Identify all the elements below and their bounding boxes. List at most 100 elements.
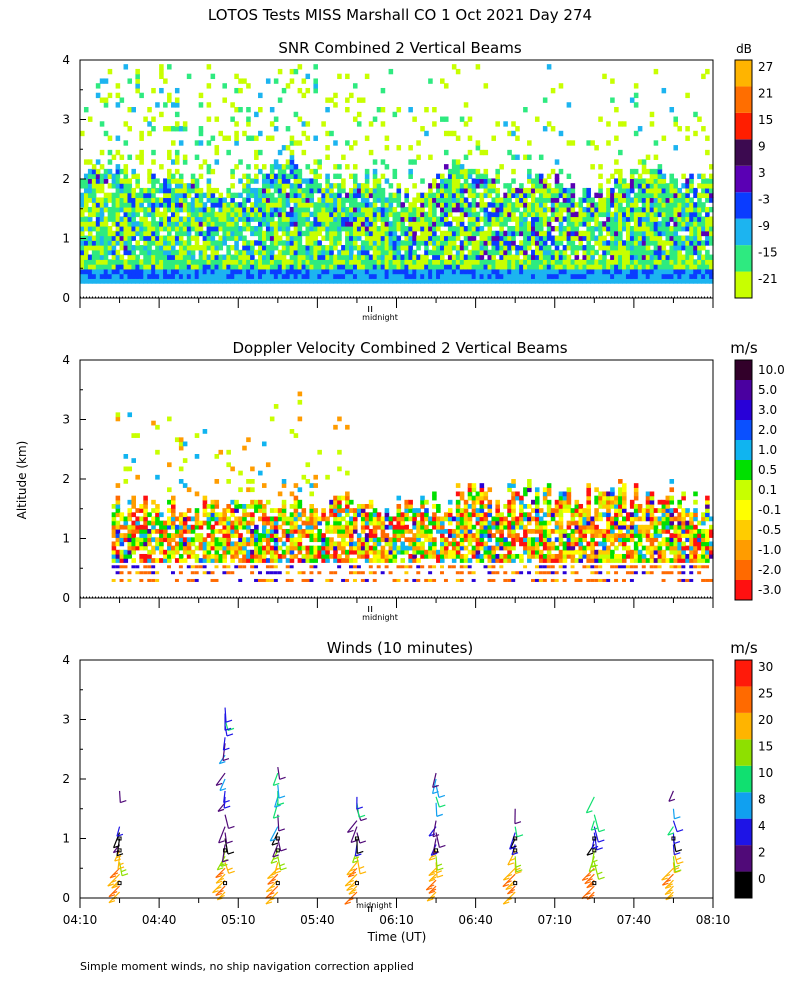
snr-cell — [455, 197, 461, 203]
snr-cell — [550, 192, 556, 199]
snr-cell — [507, 206, 512, 213]
doppler-cell — [222, 565, 227, 569]
doppler-cell — [119, 565, 124, 569]
snr-cell — [167, 249, 172, 256]
doppler-cell — [404, 565, 409, 569]
snr-cell — [471, 259, 477, 265]
snr-cell — [289, 173, 295, 180]
snr-cell — [364, 254, 370, 260]
snr-cell — [475, 249, 481, 256]
doppler-cell — [206, 571, 211, 575]
snr-cell — [250, 202, 255, 208]
snr-cell — [321, 264, 326, 270]
snr-cell — [637, 264, 643, 270]
doppler-cell — [416, 545, 421, 551]
snr-cell — [285, 245, 291, 251]
doppler-cell — [313, 565, 318, 569]
snr-cell — [147, 121, 152, 127]
snr-cell — [534, 264, 540, 270]
snr-cell — [459, 192, 465, 199]
snr-cell — [107, 230, 113, 237]
snr-cell — [677, 187, 682, 194]
snr-cell — [637, 254, 643, 260]
snr-cell — [265, 173, 271, 180]
doppler-cell — [127, 512, 133, 518]
doppler-cell — [325, 545, 330, 551]
doppler-cell — [111, 503, 117, 509]
doppler-cell — [428, 565, 433, 569]
snr-cell — [151, 230, 156, 237]
snr-cell — [368, 149, 374, 156]
snr-cell — [269, 183, 275, 189]
snr-cell — [99, 259, 105, 265]
snr-cell — [681, 173, 686, 180]
snr-cell — [167, 92, 172, 99]
snr-cell — [210, 216, 216, 222]
snr-cell — [614, 216, 619, 222]
snr-cell — [360, 183, 366, 189]
colorbar-tick-label: 3 — [758, 166, 766, 180]
doppler-cell — [483, 520, 489, 526]
snr-cell — [345, 235, 350, 241]
doppler-cell — [352, 516, 358, 522]
doppler-cell — [467, 528, 473, 534]
doppler-cell — [210, 499, 216, 505]
snr-cell — [495, 173, 500, 180]
doppler-cell — [349, 533, 354, 538]
snr-cell — [463, 202, 469, 208]
snr-cell — [115, 102, 121, 108]
snr-cell — [111, 197, 117, 203]
snr-cell — [273, 202, 279, 208]
snr-cell — [412, 230, 417, 237]
snr-cell — [542, 240, 548, 246]
snr-cell — [578, 197, 584, 203]
doppler-cell — [238, 565, 243, 569]
doppler-cell — [380, 520, 386, 526]
snr-cell — [115, 135, 121, 141]
doppler-cell — [143, 528, 148, 534]
snr-cell — [574, 278, 580, 284]
snr-cell — [222, 226, 227, 232]
snr-cell — [610, 192, 615, 199]
doppler-cell — [163, 528, 168, 534]
doppler-cell — [111, 578, 116, 582]
snr-cell — [91, 254, 97, 260]
snr-cell — [285, 268, 291, 275]
snr-cell — [159, 235, 164, 241]
snr-cell — [614, 211, 619, 218]
snr-cell — [665, 235, 671, 241]
snr-cell — [305, 226, 311, 232]
doppler-cell — [159, 549, 164, 555]
snr-cell — [384, 226, 390, 232]
snr-cell — [289, 164, 295, 170]
snr-cell — [273, 264, 279, 270]
snr-cell — [475, 64, 481, 70]
doppler-cell — [285, 537, 291, 543]
doppler-cell — [313, 549, 318, 555]
snr-cell — [293, 140, 299, 146]
doppler-cell — [194, 537, 200, 543]
snr-cell — [491, 240, 497, 246]
snr-cell — [115, 259, 121, 265]
doppler-cell — [483, 528, 489, 534]
snr-cell — [507, 202, 512, 208]
snr-cell — [574, 273, 580, 279]
snr-cell — [534, 230, 540, 237]
snr-cell — [198, 211, 204, 218]
doppler-cell — [491, 533, 497, 538]
snr-cell — [293, 273, 299, 279]
snr-cell — [206, 240, 212, 246]
doppler-cell — [151, 499, 156, 505]
snr-cell — [107, 273, 113, 279]
snr-cell — [258, 240, 263, 246]
snr-cell — [206, 245, 212, 251]
doppler-cell — [202, 553, 208, 559]
snr-cell — [325, 221, 330, 227]
snr-cell — [384, 235, 390, 241]
snr-cell — [368, 245, 374, 251]
doppler-cell — [131, 558, 136, 563]
y-tick-label: 3 — [62, 113, 70, 127]
snr-cell — [519, 230, 524, 237]
snr-cell — [440, 187, 445, 194]
snr-cell — [602, 226, 607, 232]
